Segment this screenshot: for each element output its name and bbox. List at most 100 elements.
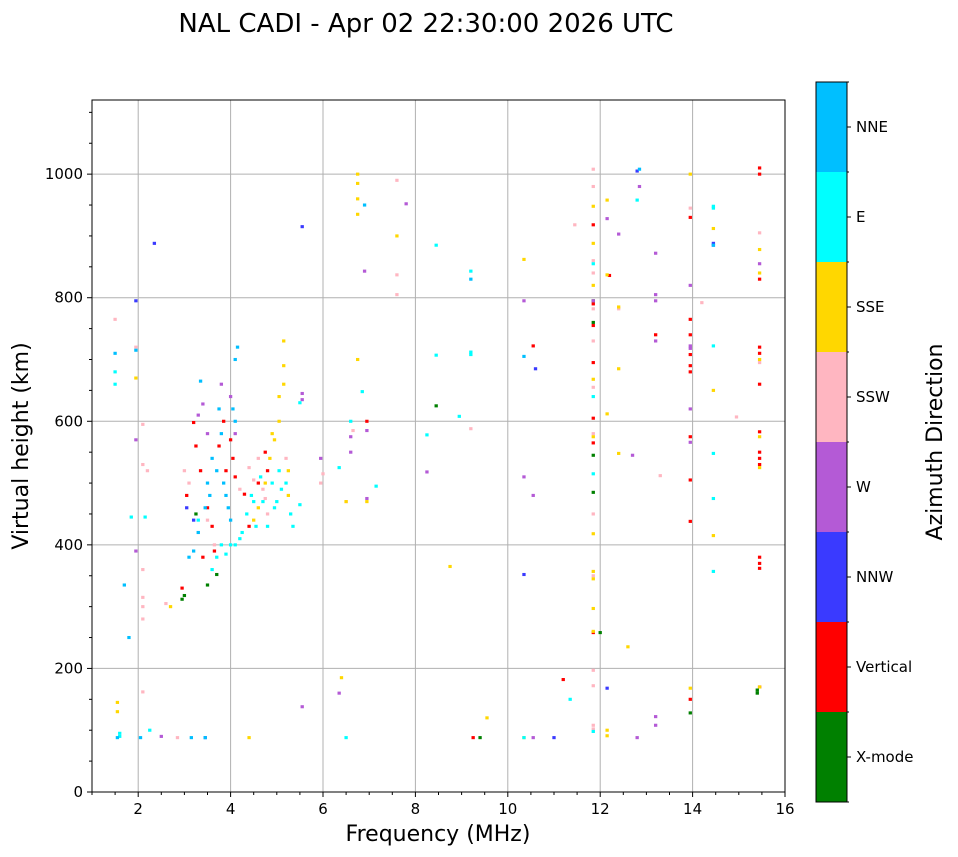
point-nne — [203, 506, 207, 510]
colorbar: X-mode Vertical NNW W SSW SSE E NNE — [816, 81, 913, 803]
point-e — [469, 350, 473, 354]
point-w — [531, 493, 535, 497]
point-vertical — [205, 506, 210, 510]
point-x-mode — [591, 453, 595, 457]
colorbar-segment — [816, 82, 847, 172]
point-ssw — [263, 496, 267, 501]
point-nne — [215, 469, 219, 473]
point-sse — [286, 469, 291, 473]
point-vertical — [653, 333, 658, 337]
point-sse — [757, 271, 762, 275]
point-ssw — [591, 574, 595, 578]
point-e — [360, 390, 364, 394]
colorbar-segment — [816, 442, 847, 532]
point-vertical — [688, 317, 692, 321]
point-sse — [757, 435, 762, 439]
point-vertical — [591, 302, 595, 306]
point-sse — [605, 198, 609, 202]
point-vertical — [217, 444, 221, 448]
point-w — [337, 691, 341, 695]
colorbar-frame — [815, 81, 848, 803]
point-w — [688, 283, 692, 287]
point-x-mode — [205, 583, 210, 587]
point-vertical — [757, 462, 762, 467]
point-nne — [224, 493, 228, 497]
point-w — [605, 217, 609, 221]
point-vertical — [194, 444, 198, 448]
point-ssw — [141, 617, 145, 621]
point-e — [711, 204, 716, 208]
point-nnw — [605, 686, 609, 690]
point-w — [653, 299, 658, 303]
point-nne — [122, 583, 126, 587]
point-vertical — [757, 351, 762, 355]
point-e — [224, 552, 228, 556]
point-vertical — [688, 519, 692, 523]
point-vertical — [185, 493, 189, 497]
point-ssw — [256, 456, 260, 460]
point-e — [635, 198, 639, 202]
point-nne — [217, 407, 221, 411]
point-ssw — [252, 478, 256, 482]
point-nne — [235, 345, 240, 349]
point-x-mode — [434, 404, 438, 408]
point-vertical — [198, 469, 203, 473]
colorbar-label: Vertical — [856, 658, 912, 676]
point-e — [238, 537, 242, 541]
point-sse — [339, 676, 344, 680]
point-w — [653, 251, 658, 255]
point-e — [254, 524, 258, 528]
point-w — [196, 413, 200, 417]
point-e — [279, 487, 284, 491]
point-vertical — [228, 438, 233, 442]
point-vertical — [365, 419, 369, 423]
point-sse — [282, 382, 286, 386]
point-e — [591, 262, 595, 266]
point-vertical — [591, 361, 595, 365]
x-tick-label: 16 — [775, 800, 794, 818]
point-sse — [591, 283, 595, 287]
point-w — [319, 456, 323, 460]
point-ssw — [658, 474, 662, 478]
point-e — [291, 524, 295, 528]
point-ssw — [591, 307, 595, 311]
point-vertical — [471, 736, 475, 740]
point-w — [617, 232, 621, 236]
point-ssw — [141, 422, 145, 426]
point-e — [215, 555, 219, 559]
y-axis-ticks: 0 200 400 600 800 1000 — [45, 111, 92, 801]
point-sse — [270, 432, 274, 436]
point-ssw — [284, 456, 288, 460]
point-sse — [272, 438, 277, 442]
point-ssw — [591, 259, 595, 263]
point-ssw — [591, 271, 595, 275]
point-sse — [355, 181, 360, 185]
colorbar-label: SSE — [856, 298, 885, 316]
point-sse — [134, 376, 138, 380]
point-e — [298, 401, 302, 405]
point-nne — [226, 506, 230, 510]
point-vertical — [180, 586, 184, 590]
point-w — [425, 470, 429, 474]
point-e — [434, 353, 438, 357]
colorbar-label: SSW — [856, 388, 890, 406]
point-vertical — [591, 323, 595, 328]
point-e — [265, 524, 270, 528]
point-e — [711, 496, 716, 501]
point-vertical — [688, 370, 692, 374]
point-w — [522, 475, 526, 479]
point-sse — [268, 456, 272, 460]
point-sse — [757, 357, 762, 362]
point-w — [653, 293, 658, 297]
point-sse — [757, 685, 762, 689]
point-vertical — [531, 344, 535, 348]
colorbar-label: X-mode — [856, 748, 913, 766]
point-nnw — [185, 506, 189, 510]
point-vertical — [591, 223, 595, 227]
point-nne — [138, 736, 143, 740]
point-nnw — [635, 169, 639, 173]
point-e — [258, 475, 263, 479]
point-ssw — [319, 481, 323, 485]
point-e — [374, 484, 378, 488]
